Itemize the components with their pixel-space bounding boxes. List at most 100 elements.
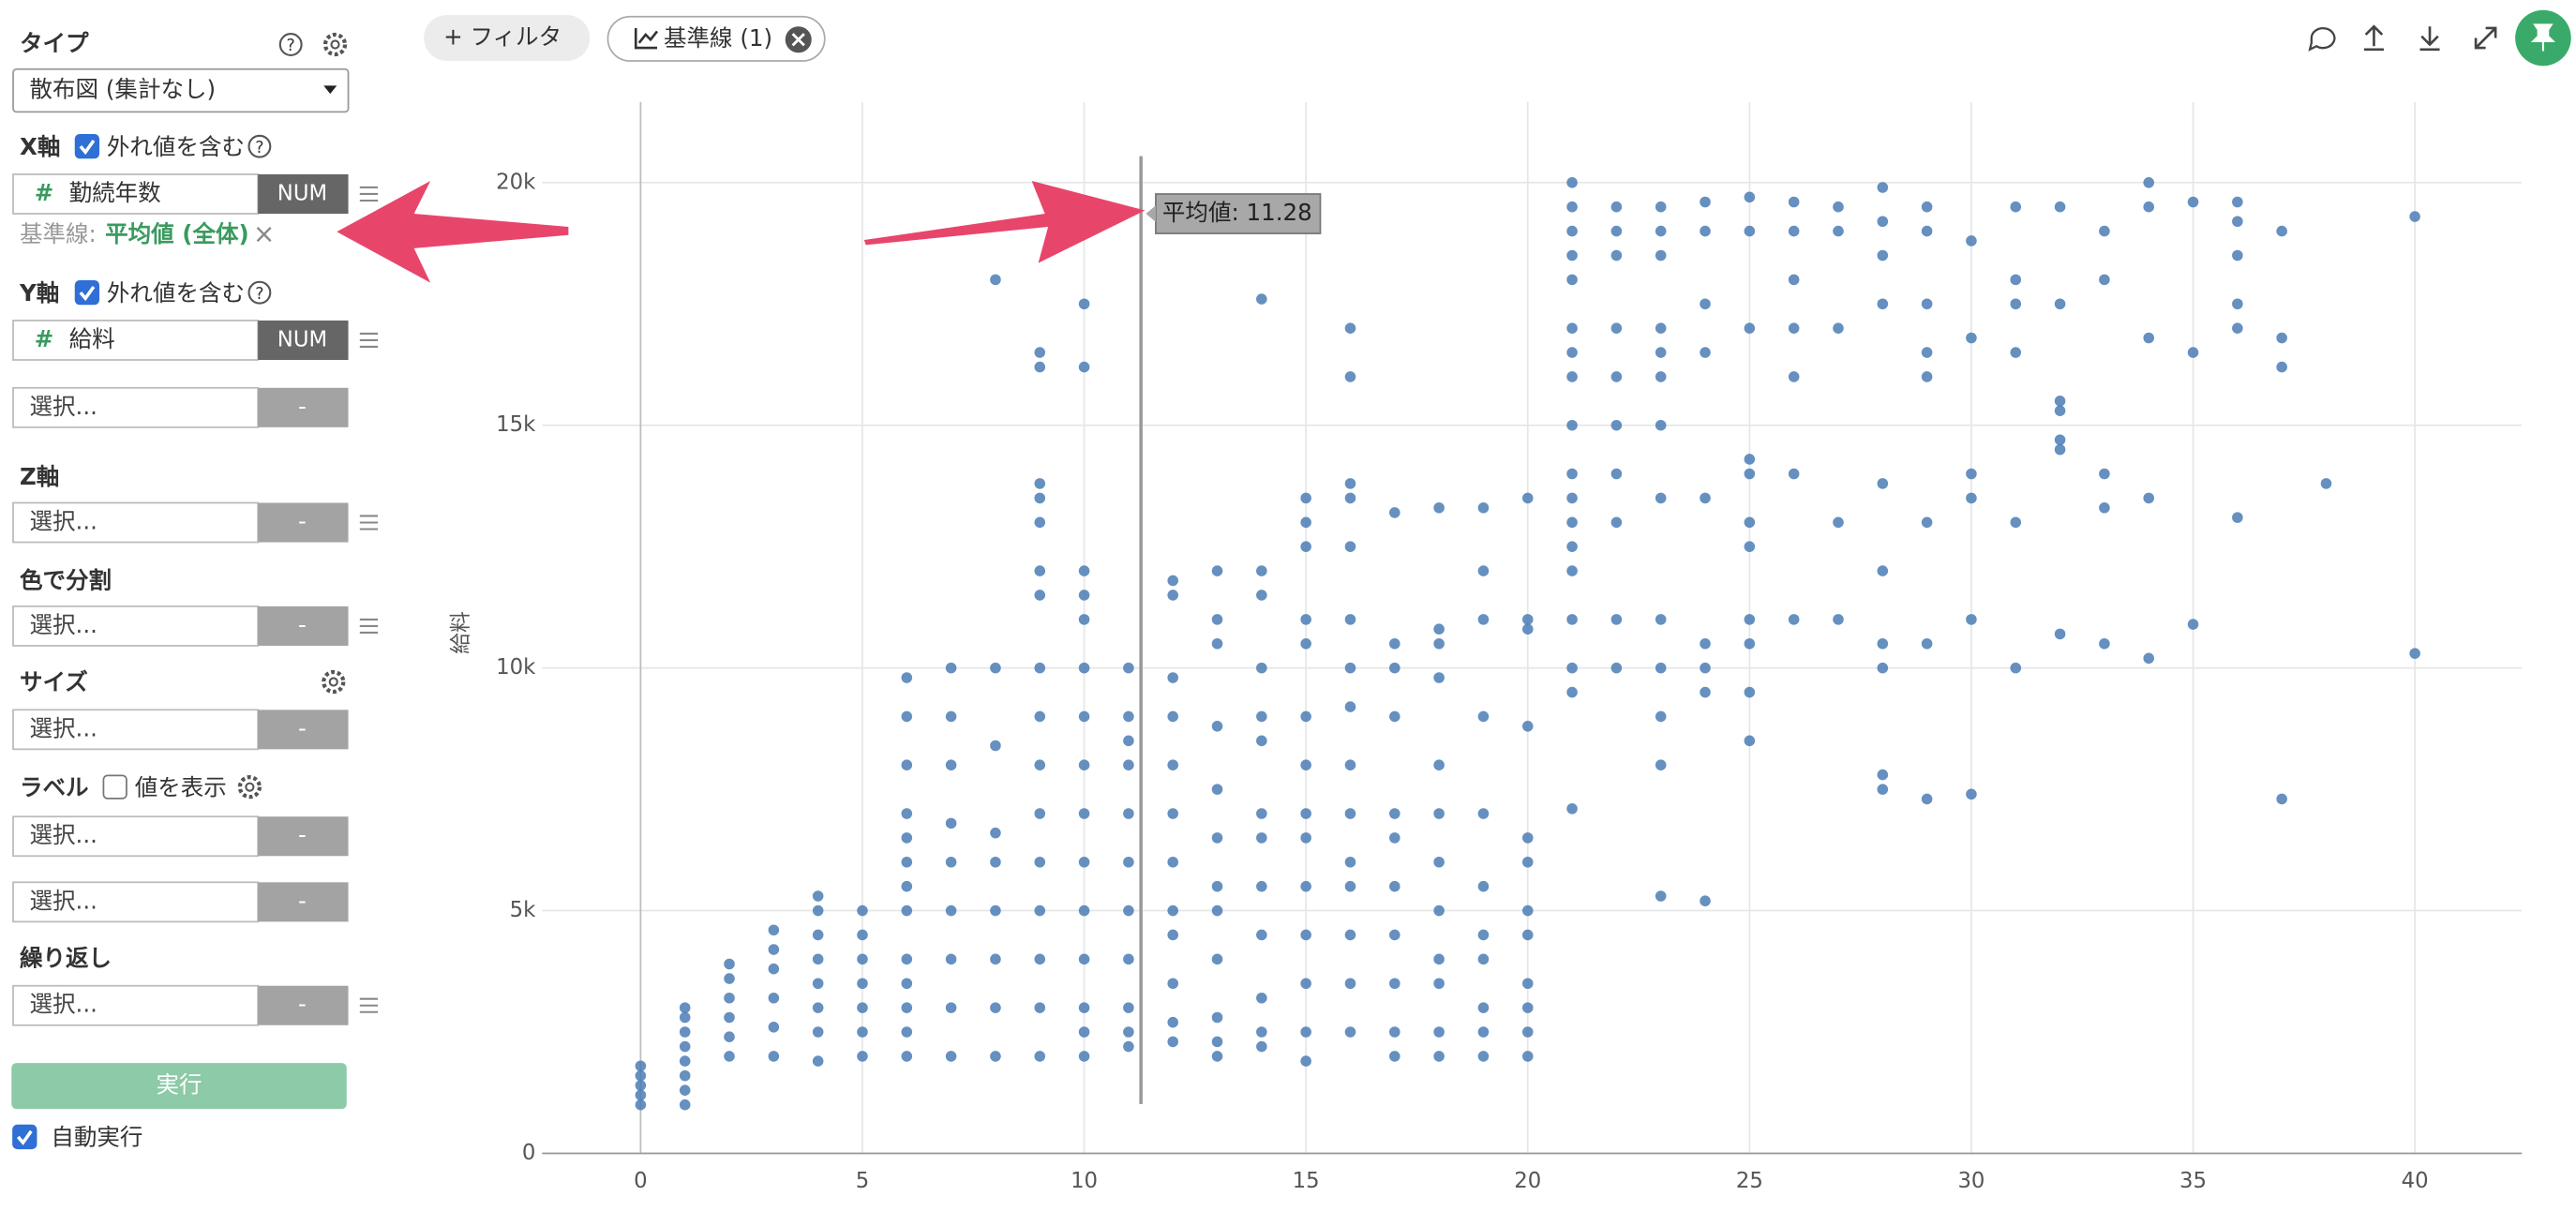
run-button[interactable] <box>11 1063 347 1110</box>
help-icon[interactable] <box>278 33 303 56</box>
point <box>1477 501 1490 514</box>
point <box>1521 978 1534 990</box>
point <box>1921 201 1933 213</box>
settings-icon[interactable] <box>322 32 348 57</box>
chart-type: 散布図 (集計なし) <box>30 76 217 103</box>
point <box>768 944 780 955</box>
point <box>1655 225 1667 237</box>
upload-icon[interactable] <box>2363 24 2384 52</box>
checkbox[interactable] <box>74 134 100 159</box>
point <box>1655 322 1667 334</box>
checkbox[interactable] <box>74 279 100 306</box>
reference-label-box <box>1155 193 1322 234</box>
point <box>2010 274 2022 286</box>
point <box>990 827 1001 839</box>
point <box>1655 492 1667 504</box>
point <box>857 929 868 941</box>
select-input[interactable] <box>12 501 260 544</box>
point <box>1610 419 1623 431</box>
point <box>1610 662 1623 674</box>
chart-type-select[interactable] <box>12 67 350 113</box>
checkbox[interactable] <box>12 1124 37 1150</box>
select-type: - <box>298 611 307 638</box>
point <box>1877 637 1889 650</box>
point <box>1877 784 1889 795</box>
field-input[interactable] <box>12 173 260 215</box>
point <box>2054 434 2066 446</box>
point <box>768 963 780 975</box>
point <box>945 856 957 868</box>
select-input[interactable] <box>12 386 260 428</box>
select-input[interactable] <box>12 815 260 858</box>
point <box>901 759 913 770</box>
checkbox-label: 外れ値を含む <box>107 133 245 160</box>
field-name: 勤続年数 <box>69 179 161 206</box>
checkbox[interactable] <box>102 774 127 800</box>
point <box>1833 614 1844 625</box>
select-input[interactable] <box>12 881 260 923</box>
reference-prefix: 基準線: <box>20 220 97 247</box>
field-type-icon: # <box>35 179 54 206</box>
section-label: Y軸 <box>19 279 59 306</box>
settings-icon-hole <box>245 782 255 792</box>
select-input[interactable] <box>12 709 260 751</box>
point <box>1433 501 1445 514</box>
settings-icon[interactable] <box>237 775 262 800</box>
comment-icon[interactable] <box>2308 26 2336 52</box>
point <box>1211 880 1223 892</box>
download-icon[interactable] <box>2419 26 2440 52</box>
point <box>1256 710 1267 723</box>
point <box>1344 541 1356 552</box>
point <box>812 890 824 902</box>
point <box>1833 322 1844 334</box>
point <box>1123 953 1134 965</box>
point <box>2409 211 2420 222</box>
point <box>1389 507 1400 518</box>
help-icon[interactable] <box>247 134 272 158</box>
point <box>1344 978 1356 990</box>
select-type: - <box>298 821 307 848</box>
field-input[interactable] <box>12 320 260 361</box>
point <box>2054 628 2066 640</box>
point <box>945 759 957 770</box>
point <box>1167 710 1178 723</box>
point <box>1610 225 1623 237</box>
point <box>1034 662 1046 674</box>
point <box>1344 662 1356 674</box>
point <box>1344 856 1356 868</box>
y-tick-label: 10k <box>496 655 536 680</box>
point <box>1877 182 1889 193</box>
reference-chip[interactable] <box>607 15 826 62</box>
point <box>1433 856 1445 868</box>
checkmark <box>79 140 96 156</box>
point <box>1034 516 1046 529</box>
settings-icon[interactable] <box>322 669 346 695</box>
checkmark <box>16 1129 33 1145</box>
point <box>1167 1016 1178 1028</box>
point <box>724 992 735 1004</box>
point <box>1566 249 1578 262</box>
point <box>1300 516 1311 529</box>
point <box>1966 788 1977 800</box>
point <box>945 662 957 674</box>
point <box>1521 1002 1534 1013</box>
point <box>990 662 1001 674</box>
point <box>1433 953 1445 965</box>
settings-icon-hole <box>330 39 340 50</box>
point <box>2010 516 2022 529</box>
point <box>1610 371 1623 382</box>
expand-icon[interactable] <box>2474 26 2497 50</box>
select-input[interactable] <box>12 606 260 647</box>
filter-label: + フィルタ <box>443 22 562 50</box>
filter-button[interactable] <box>424 14 591 62</box>
point <box>1655 419 1667 431</box>
point <box>1034 856 1046 868</box>
point <box>1211 565 1223 576</box>
point <box>2054 443 2066 456</box>
point <box>1034 361 1046 373</box>
point <box>1256 992 1267 1004</box>
help-icon[interactable] <box>247 280 272 305</box>
point <box>768 1022 780 1033</box>
remove-reference[interactable]: × <box>253 218 276 249</box>
point <box>901 1051 913 1062</box>
